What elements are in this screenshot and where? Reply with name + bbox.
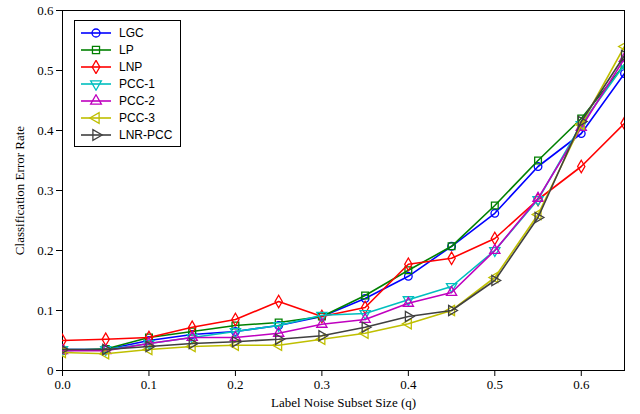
svg-text:0.4: 0.4 — [37, 123, 54, 138]
html-text:PCC-2: PCC-2 — [119, 93, 155, 108]
svg-text:Label Noise Subset Size (q): Label Noise Subset Size (q) — [271, 395, 416, 410]
svg-text:0: 0 — [47, 363, 54, 378]
svg-text:Classification Error Rate: Classification Error Rate — [12, 126, 27, 255]
svg-text:0.2: 0.2 — [227, 377, 243, 392]
svg-text:0.3: 0.3 — [314, 377, 330, 392]
svg-text:0.3: 0.3 — [37, 183, 53, 198]
svg-text:0.5: 0.5 — [487, 377, 503, 392]
svg-text:0.6: 0.6 — [37, 3, 54, 18]
html-text:LNP: LNP — [119, 59, 143, 74]
html-text:PCC-1: PCC-1 — [119, 76, 155, 91]
html-text:PCC-3: PCC-3 — [119, 110, 155, 125]
svg-text:0.6: 0.6 — [573, 377, 590, 392]
svg-text:0.1: 0.1 — [37, 303, 53, 318]
svg-text:0.5: 0.5 — [37, 63, 53, 78]
html-text:LNR-PCC: LNR-PCC — [119, 127, 173, 142]
svg-text:0.4: 0.4 — [400, 377, 417, 392]
html-text:LGC: LGC — [119, 25, 144, 40]
svg-text:0.1: 0.1 — [141, 377, 157, 392]
svg-text:0.2: 0.2 — [37, 243, 53, 258]
svg-text:0.0: 0.0 — [54, 377, 70, 392]
html-text:LP: LP — [119, 42, 134, 57]
